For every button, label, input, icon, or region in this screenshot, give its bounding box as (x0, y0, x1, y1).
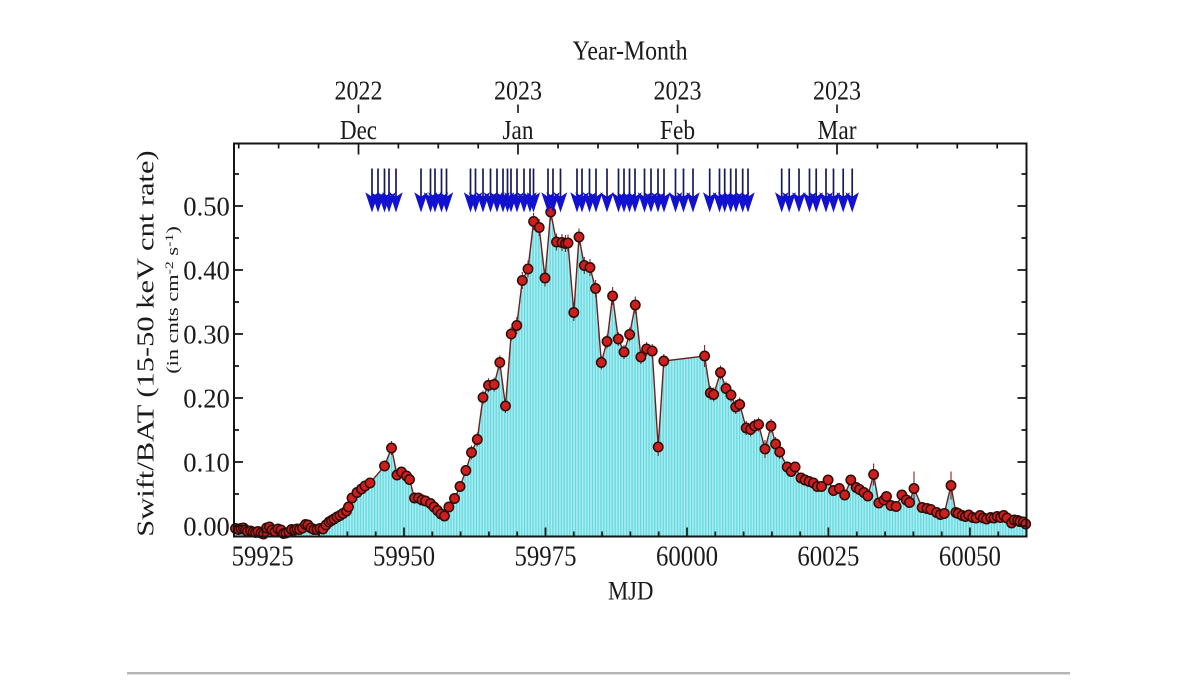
svg-text:2023: 2023 (654, 74, 702, 106)
svg-text:0.10: 0.10 (183, 446, 230, 478)
svg-text:Feb: Feb (660, 114, 695, 146)
svg-text:Mar: Mar (818, 114, 857, 146)
svg-text:59975: 59975 (515, 540, 577, 572)
svg-text:2022: 2022 (335, 74, 383, 106)
svg-text:0.30: 0.30 (183, 318, 230, 350)
svg-text:MJD: MJD (608, 578, 654, 606)
svg-text:0.20: 0.20 (183, 382, 230, 414)
svg-text:59925: 59925 (232, 540, 294, 572)
svg-text:2023: 2023 (494, 74, 542, 106)
svg-text:60000: 60000 (656, 540, 718, 572)
svg-text:Dec: Dec (340, 114, 377, 146)
svg-text:59950: 59950 (373, 540, 435, 572)
svg-text:Swift/BAT (15-50 keV cnt rate): Swift/BAT (15-50 keV cnt rate) (132, 150, 159, 536)
svg-text:0.00: 0.00 (183, 510, 230, 542)
svg-text:Jan: Jan (503, 114, 534, 146)
svg-text:60050: 60050 (939, 540, 1001, 572)
svg-text:60025: 60025 (797, 540, 859, 572)
svg-text:0.50: 0.50 (183, 190, 230, 222)
svg-text:Year-Month: Year-Month (573, 35, 688, 67)
svg-text:(in cnts cm-2 s-1): (in cnts cm-2 s-1) (162, 226, 182, 374)
svg-text:2023: 2023 (813, 74, 861, 106)
svg-text:0.40: 0.40 (183, 254, 230, 286)
